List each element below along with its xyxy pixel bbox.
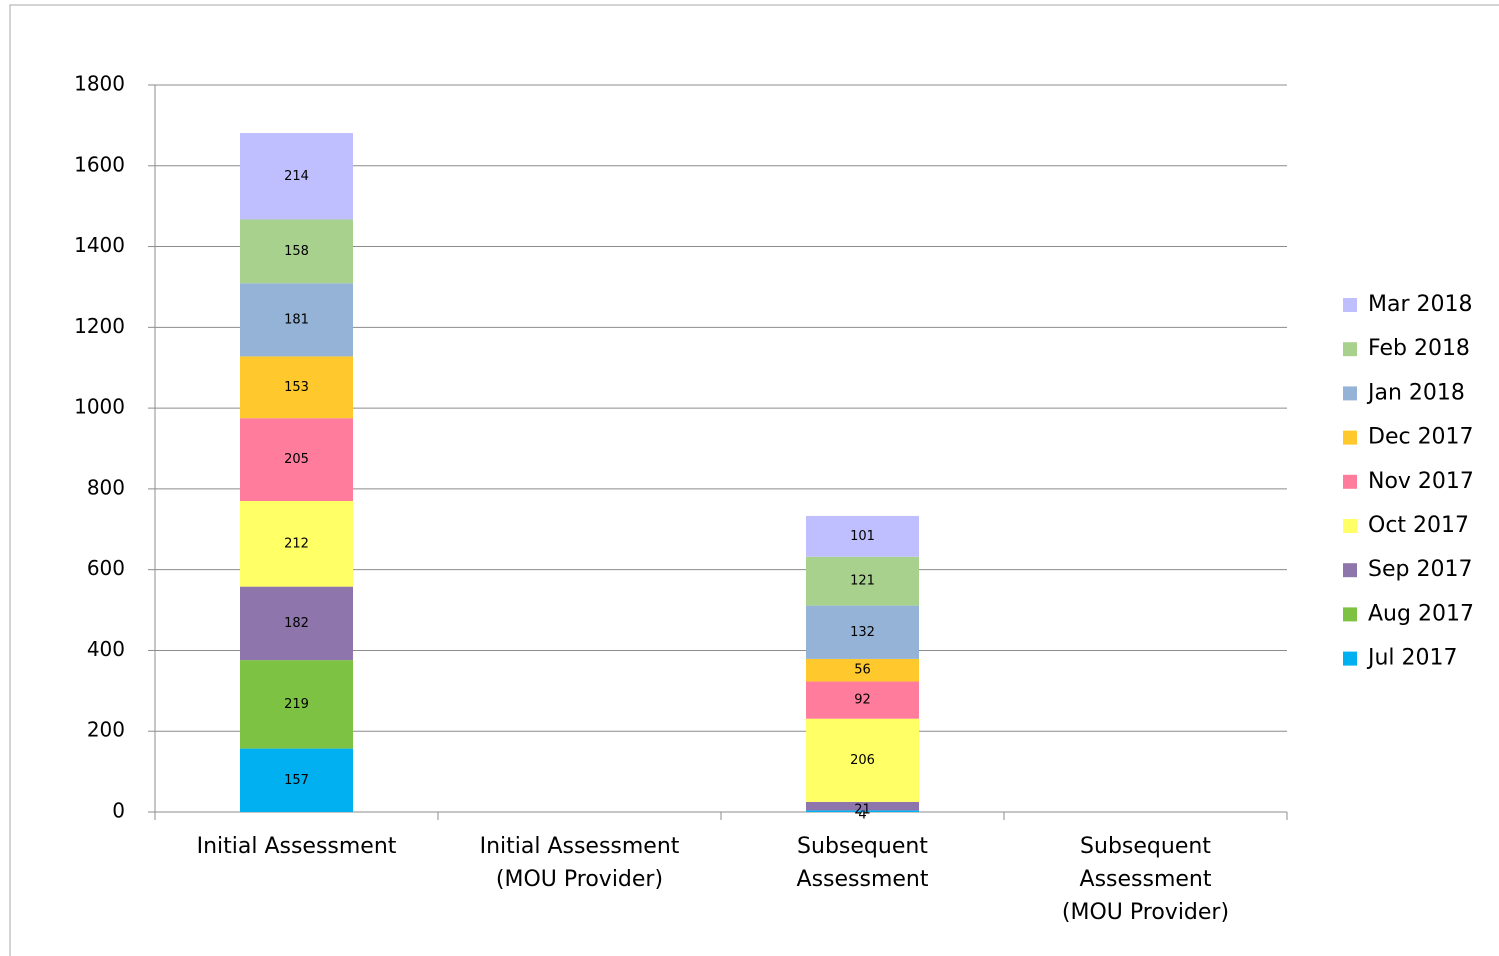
y-tick-label: 1200	[74, 314, 125, 338]
bar-segment	[806, 718, 919, 802]
data-label: 4	[858, 808, 866, 823]
data-label: 56	[854, 663, 871, 678]
data-label: 121	[850, 574, 875, 589]
bar-segment	[806, 801, 919, 811]
legend-label: Aug 2017	[1368, 601, 1474, 626]
legend-label: Jan 2018	[1366, 380, 1465, 405]
legend-label: Sep 2017	[1368, 557, 1472, 582]
bar-segment	[240, 501, 353, 587]
data-label: 214	[284, 169, 309, 184]
y-tick-label: 1600	[74, 152, 125, 176]
bar-segment	[240, 283, 353, 357]
frame	[9, 4, 1499, 956]
legend-label: Oct 2017	[1368, 513, 1469, 538]
bar-segment	[240, 219, 353, 284]
data-label: 101	[850, 529, 875, 544]
bar-segment	[806, 810, 919, 812]
legend-label: Dec 2017	[1368, 425, 1474, 450]
legend-swatch	[1343, 563, 1357, 578]
bar-segment	[806, 556, 919, 606]
data-label: 205	[284, 452, 309, 467]
data-label: 21	[854, 803, 871, 818]
bar-segment	[806, 515, 919, 557]
bar-segment	[240, 133, 353, 220]
y-tick-label: 1000	[74, 395, 125, 419]
bar-segment	[806, 658, 919, 682]
legend-swatch	[1343, 474, 1357, 489]
legend-swatch	[1343, 651, 1357, 666]
data-label: 206	[850, 753, 875, 768]
bar-segment	[240, 586, 353, 661]
bar-segment	[240, 748, 353, 812]
data-label: 157	[284, 773, 309, 788]
legend-label: Feb 2018	[1368, 336, 1470, 361]
bar-segment	[240, 418, 353, 502]
legend-swatch	[1343, 519, 1357, 533]
legend-swatch	[1343, 430, 1357, 445]
y-tick-label: 600	[87, 556, 125, 580]
data-label: 212	[284, 536, 309, 551]
data-label: 181	[284, 312, 309, 327]
legend-swatch	[1343, 342, 1357, 357]
y-tick-label: 1400	[74, 233, 125, 257]
legend-label: Nov 2017	[1368, 469, 1474, 494]
x-tick-label: Subsequent Assessment (MOU Provider)	[1061, 834, 1230, 925]
data-label: 182	[284, 616, 309, 631]
x-tick-label: Initial Assessment	[196, 834, 397, 859]
data-label: 153	[284, 380, 309, 395]
bar-segment	[240, 660, 353, 749]
legend-swatch	[1343, 298, 1357, 312]
bar-segment	[240, 356, 353, 419]
x-tick-label: Subsequent Assessment	[796, 834, 929, 892]
y-tick-label: 800	[87, 475, 125, 499]
data-label: 158	[284, 244, 309, 259]
y-tick-label: 400	[87, 637, 125, 661]
bar-segment	[806, 605, 919, 659]
bar-segment	[806, 681, 919, 719]
y-tick-label: 1800	[74, 72, 125, 96]
data-label: 132	[850, 625, 875, 640]
data-label: 92	[854, 693, 871, 708]
data-label: 219	[284, 697, 309, 712]
y-tick-label: 0	[112, 799, 125, 823]
legend-swatch	[1343, 386, 1357, 401]
legend-label: Jul 2017	[1366, 646, 1458, 671]
legend-swatch	[1343, 607, 1357, 622]
x-tick-label: Initial Assessment (MOU Provider)	[479, 834, 680, 892]
y-tick-label: 200	[87, 718, 125, 742]
legend-label: Mar 2018	[1368, 292, 1473, 317]
